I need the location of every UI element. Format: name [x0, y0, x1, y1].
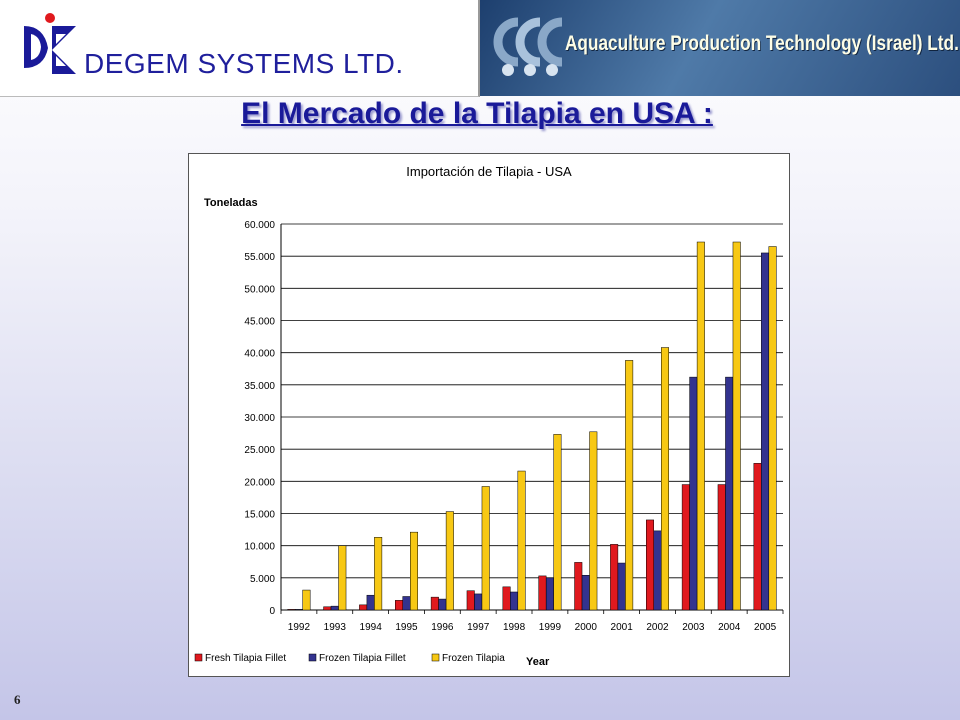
bar — [330, 605, 339, 611]
bar — [287, 609, 296, 611]
legend-swatch — [194, 653, 203, 662]
y-tick-label: 40.000 — [244, 349, 275, 360]
y-tick-label: 30.000 — [244, 413, 275, 424]
y-tick-label: 10.000 — [244, 542, 275, 553]
bar — [768, 246, 777, 611]
x-tick-labels: 1992 1993 1994 1995 1996 1997 1998 1999 2000 2001… — [280, 610, 784, 633]
bar — [517, 470, 526, 611]
bar — [545, 577, 554, 611]
bar — [753, 463, 762, 611]
x-tick-label: 1998 — [503, 622, 526, 633]
x-tick-label: 2001 — [611, 622, 634, 633]
legend-swatch — [308, 653, 317, 662]
bar — [294, 609, 303, 611]
bar — [410, 531, 418, 611]
x-tick-label: 2002 — [646, 622, 669, 633]
legend: Fresh Tilapia Fillet Frozen Tilapia Fille… — [194, 653, 505, 664]
chart-title: Importación de Tilapia - USA — [406, 164, 572, 179]
legend-label: Fresh Tilapia Fillet — [205, 653, 286, 664]
y-tick-label: 60.000 — [244, 220, 275, 231]
page-number: 6 — [14, 692, 21, 707]
bar — [732, 241, 741, 611]
bar — [338, 545, 347, 611]
bar — [538, 575, 547, 611]
bar — [574, 562, 583, 611]
apt-logo — [493, 17, 563, 76]
y-tick-label: 35.000 — [244, 381, 275, 392]
bar — [553, 434, 562, 611]
x-tick-label: 1994 — [360, 622, 383, 633]
y-tick-labels: 0 5.000 10.000 15.000 20.000 25.000 30.000 35.0… — [244, 220, 275, 617]
bar — [481, 486, 490, 611]
x-tick-label: 2005 — [754, 622, 777, 633]
bar — [466, 590, 475, 611]
bar — [681, 484, 690, 611]
slide-title-text: El Mercado de la Tilapia en USA : — [241, 97, 713, 130]
bar — [445, 511, 454, 611]
y-tick-label: 0 — [269, 606, 275, 617]
bar — [589, 431, 598, 611]
bar — [696, 241, 705, 611]
y-tick-label: 25.000 — [244, 445, 275, 456]
bar — [761, 252, 770, 611]
bar — [402, 596, 411, 611]
y-tick-label: 50.000 — [244, 284, 275, 295]
bars — [287, 241, 777, 611]
banner-company-name: Aquaculture Production Technology (Israe… — [565, 32, 959, 55]
chart-canvas: Importación de Tilapia - USA Toneladas 0… — [194, 164, 784, 668]
bar — [366, 594, 375, 611]
company-name: DEGEM SYSTEMS LTD. — [84, 48, 404, 79]
bar — [646, 519, 654, 611]
x-axis-label: Year — [526, 656, 550, 668]
x-tick-label: 2004 — [718, 622, 741, 633]
y-tick-label: 45.000 — [244, 317, 275, 328]
x-tick-label: 2003 — [682, 622, 705, 633]
y-axis-label: Toneladas — [204, 197, 258, 209]
x-tick-label: 1995 — [395, 622, 418, 633]
bar — [653, 530, 662, 611]
partner-banner: Aquaculture Production Technology (Israe… — [480, 0, 960, 96]
bar — [438, 598, 447, 611]
bar — [717, 484, 726, 611]
y-tick-label: 5.000 — [250, 574, 275, 585]
bar — [625, 360, 634, 611]
x-tick-label: 1999 — [539, 622, 562, 633]
x-tick-label: 1996 — [431, 622, 454, 633]
bar — [323, 606, 332, 611]
bar — [359, 604, 368, 611]
x-tick-label: 2000 — [575, 622, 598, 633]
bar — [617, 562, 626, 611]
y-tick-label: 15.000 — [244, 510, 275, 521]
company-logo-area: DEGEM SYSTEMS LTD. — [0, 0, 480, 97]
bar — [661, 347, 669, 611]
bar — [374, 537, 383, 611]
bar — [581, 575, 590, 611]
slide-title: El Mercado de la Tilapia en USA : — [0, 97, 960, 131]
x-tick-label: 1997 — [467, 622, 490, 633]
grid-lines — [280, 223, 783, 611]
degem-logo — [24, 13, 76, 74]
bar — [395, 600, 403, 611]
legend-label: Frozen Tilapia Fillet — [319, 653, 406, 664]
bar — [510, 591, 519, 611]
x-tick-label: 1992 — [288, 622, 311, 633]
import-chart: Importación de Tilapia - USA Toneladas 0… — [188, 153, 790, 677]
bar — [610, 544, 619, 611]
y-tick-label: 20.000 — [244, 477, 275, 488]
bar — [689, 376, 698, 611]
bar — [502, 586, 511, 611]
bar — [474, 593, 483, 611]
x-tick-label: 1993 — [324, 622, 347, 633]
legend-swatch — [431, 653, 440, 662]
bar — [725, 376, 734, 611]
bar — [430, 596, 439, 611]
legend-label: Frozen Tilapia — [442, 653, 505, 664]
y-tick-label: 55.000 — [244, 252, 275, 263]
bar — [302, 589, 311, 611]
